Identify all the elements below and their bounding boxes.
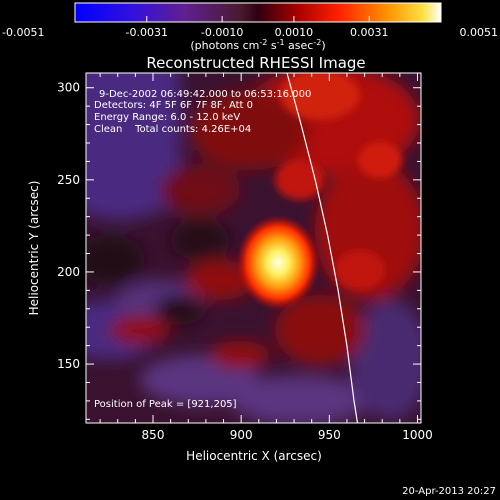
footer-timestamp: 20-Apr-2013 20:27 [402,486,496,497]
plot-frame [85,72,422,424]
annotation-peak-position: Position of Peak = [921,205] [94,399,237,410]
peak-source [236,214,321,311]
colorbar-tick-label: 0.0010 [275,26,314,39]
colorbar-tick-label: 0.0051 [460,26,499,39]
colorbar: -0.0051 -0.0031 -0.0010 0.0010 0.0031 0.0051 … [2,2,498,52]
y-axis: 150 200 250 300 [57,81,421,420]
y-tick-label: 200 [57,265,80,279]
annotation-detectors: Detectors: 4F 5F 6F 7F 8F, Att 0 [94,100,253,111]
y-tick-label: 300 [57,81,80,95]
colorbar-unit-label: (photons cm-2 s-1 asec-2) [190,38,325,52]
y-tick-label: 150 [57,357,80,371]
colorbar-tick-label: -0.0031 [126,26,168,39]
annotation-time: 9-Dec-2002 06:49:42.000 to 06:53:16.000 [99,89,311,100]
chart-title: Reconstructed RHESSI Image [146,54,365,72]
x-axis-label: Heliocentric X (arcsec) [186,449,322,463]
colorbar-tick-label: 0.0031 [350,26,389,39]
x-tick-label: 950 [318,428,341,442]
colorbar-tick-label: -0.0010 [201,26,243,39]
solar-limb [286,73,359,423]
colorbar-tick-label: -0.0051 [2,26,44,39]
colorbar-gradient [74,2,442,23]
annotation-clean: Clean Total counts: 4.26E+04 [94,124,251,135]
x-tick-label: 1000 [402,428,433,442]
y-tick-label: 250 [57,173,80,187]
heatmap-image [86,73,421,423]
annotation-energy: Energy Range: 6.0 - 12.0 keV [94,112,240,123]
x-axis: 850 900 950 1000 [99,73,433,442]
colorbar-ticks: -0.0051 -0.0031 -0.0010 0.0010 0.0031 0.0051 [2,16,498,39]
y-axis-label: Heliocentric Y (arcsec) [27,181,41,316]
x-tick-label: 850 [142,428,165,442]
x-tick-label: 900 [230,428,253,442]
